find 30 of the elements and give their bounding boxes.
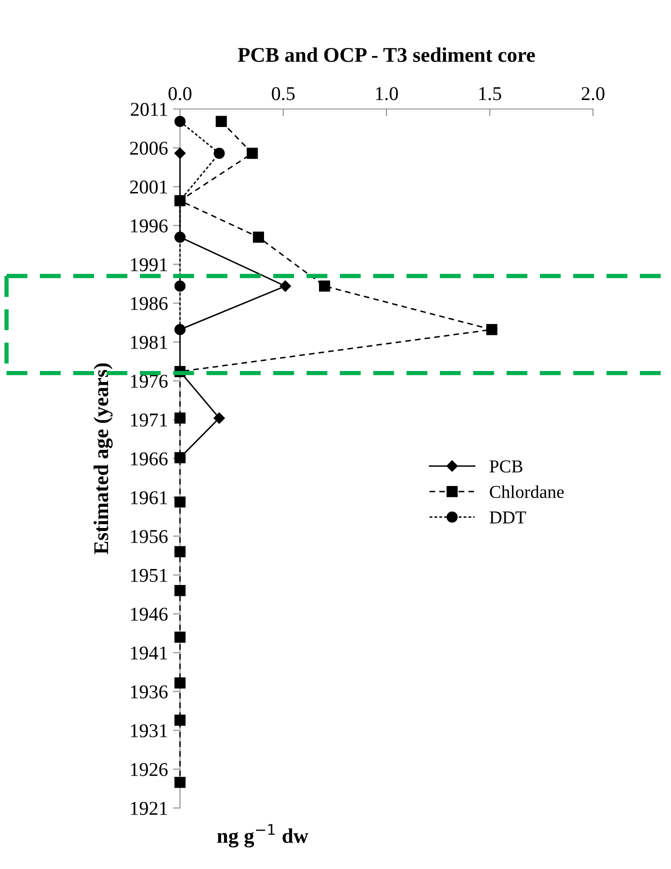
y-tick-label: 1926 [131, 763, 168, 776]
x-tick-label: 0.5 [272, 87, 295, 100]
y-tick-label: 1996 [131, 219, 168, 232]
y-tick-label: 1991 [131, 258, 168, 272]
y-tick-label: 2001 [130, 180, 168, 194]
x-tick-label: 2.0 [582, 87, 604, 100]
x-tick-label: 1.5 [479, 87, 502, 100]
y-tick-label: 1981 [131, 336, 168, 349]
chart-title: PCB and OCP - T3 sediment core [238, 47, 535, 62]
y-tick-label: 1921 [131, 802, 168, 815]
y-tick-label: 1946 [131, 608, 168, 621]
legend-label: DDT [490, 512, 526, 524]
y-tick-label: 1966 [131, 452, 168, 466]
y-tick-label: 1986 [131, 296, 168, 310]
y-tick-label: 1971 [131, 414, 168, 427]
y-tick-label: 1951 [131, 568, 168, 582]
x-tick-label: 0.0 [168, 87, 192, 100]
y-tick-label: 2006 [130, 142, 168, 155]
legend-label: PCB [490, 460, 522, 473]
y-tick-label: 1956 [131, 530, 168, 544]
y-tick-label: 1961 [131, 491, 168, 504]
y-tick-label: 1941 [131, 646, 168, 660]
legend-label: Chlordane [490, 485, 564, 498]
y-tick-label: 2011 [130, 102, 168, 116]
y-tick-label: 1976 [131, 374, 168, 388]
y-axis-title: Estimated age (years) [94, 363, 113, 554]
y-tick-label: 1931 [131, 724, 168, 738]
x-tick-label: 1.0 [376, 87, 398, 100]
y-tick-label: 1936 [131, 685, 168, 698]
x-axis-title: ng g$^{−1}$ dw [217, 824, 308, 848]
